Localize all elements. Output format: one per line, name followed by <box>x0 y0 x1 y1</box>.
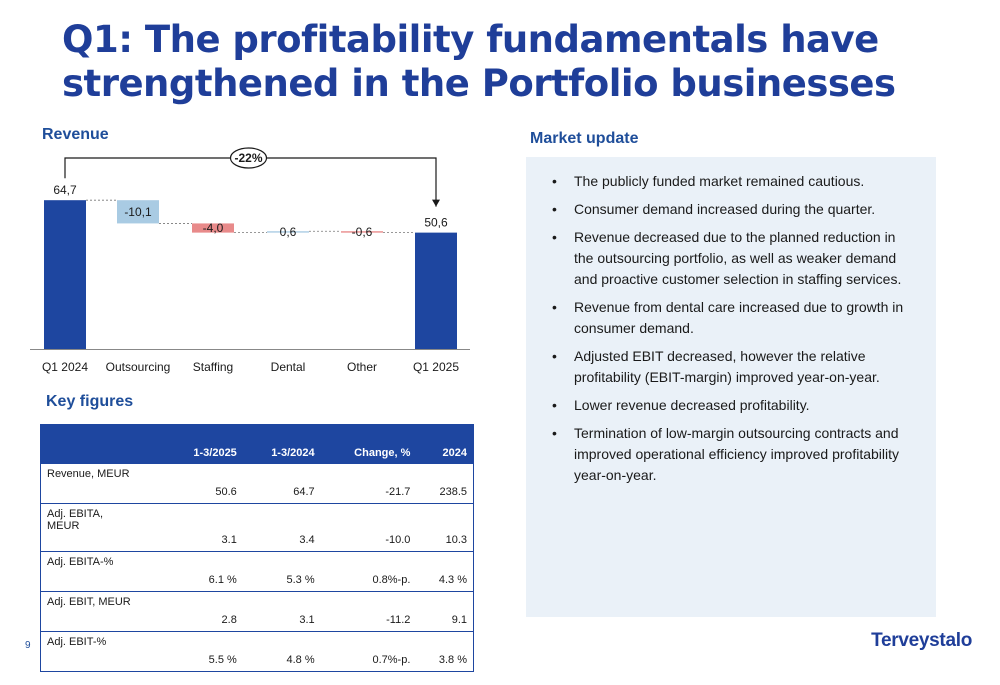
header-cell-change: Change, % <box>320 424 417 464</box>
x-tick-label: Q1 2025 <box>413 360 459 374</box>
row-value: 3.1 <box>242 591 321 632</box>
key-figures-heading: Key figures <box>46 393 134 410</box>
market-update-item: Revenue from dental care increased due t… <box>552 297 918 339</box>
data-label: -10,1 <box>124 205 152 219</box>
market-update-item: Adjusted EBIT decreased, however the rel… <box>552 346 918 388</box>
table-row: Adj. EBITA, MEUR 3.1 3.4 -10.0 10.3 <box>40 503 474 552</box>
market-update-item: Lower revenue decreased profitability. <box>552 395 918 416</box>
data-label: -4,0 <box>203 221 224 235</box>
market-update-item: Revenue decreased due to the planned red… <box>552 227 918 290</box>
page-number: 9 <box>25 640 31 651</box>
row-value: 2.8 <box>165 591 243 632</box>
row-value: -11.2 <box>320 591 417 632</box>
row-label: Adj. EBITA, MEUR <box>40 503 165 552</box>
bar-q1-2024 <box>44 200 86 349</box>
x-tick-label: Q1 2024 <box>42 360 88 374</box>
header-cell-2025: 1-3/2025 <box>165 424 243 464</box>
table-row: Adj. EBIT-% 5.5 % 4.8 % 0.7%-p. 3.8 % <box>40 631 474 672</box>
row-value: 3.1 <box>165 503 243 552</box>
row-value: -10.0 <box>320 503 417 552</box>
market-update-panel: The publicly funded market remained caut… <box>526 157 936 617</box>
data-label: 0,6 <box>280 225 297 239</box>
bar-other <box>341 231 383 233</box>
row-value: 0.7%-p. <box>320 631 417 672</box>
data-label: 50,6 <box>424 216 448 230</box>
row-value: -21.7 <box>320 463 417 504</box>
key-figures-table: 1-3/2025 1-3/2024 Change, % 2024 Revenue… <box>40 424 474 672</box>
market-update-heading: Market update <box>530 130 639 147</box>
row-value: 50.6 <box>165 463 243 504</box>
row-label: Adj. EBIT-% <box>40 631 165 672</box>
market-update-item: The publicly funded market remained caut… <box>552 171 918 192</box>
row-value: 0.8%-p. <box>320 551 417 592</box>
row-value: 5.5 % <box>165 631 243 672</box>
row-value: 5.3 % <box>242 551 321 592</box>
row-value: 10.3 <box>416 503 474 552</box>
row-value: 238.5 <box>416 463 474 504</box>
row-value: 3.4 <box>242 503 321 552</box>
header-cell-label <box>40 424 165 464</box>
row-label: Adj. EBIT, MEUR <box>40 591 165 632</box>
table-row: Revenue, MEUR 50.6 64.7 -21.7 238.5 <box>40 463 474 504</box>
change-annotation: -22% <box>234 151 262 165</box>
table-row: Adj. EBIT, MEUR 2.8 3.1 -11.2 9.1 <box>40 591 474 632</box>
row-value: 9.1 <box>416 591 474 632</box>
change-badge <box>229 147 268 169</box>
x-tick-label: Other <box>347 360 377 374</box>
row-value: 3.8 % <box>416 631 474 672</box>
header-cell-2024: 2024 <box>416 424 474 464</box>
key-figures-header-row: 1-3/2025 1-3/2024 Change, % 2024 <box>40 424 474 464</box>
company-logo: Terveystalo <box>871 630 972 651</box>
data-label: 64,7 <box>53 183 77 197</box>
bar-q1-2025 <box>415 232 457 349</box>
row-value: 4.3 % <box>416 551 474 592</box>
row-label: Adj. EBITA-% <box>40 551 165 592</box>
row-value: 4.8 % <box>242 631 321 672</box>
market-update-item: Consumer demand increased during the qua… <box>552 199 918 220</box>
revenue-heading: Revenue <box>42 126 109 143</box>
x-tick-label: Staffing <box>193 360 233 374</box>
row-value: 6.1 % <box>165 551 243 592</box>
data-label: -0,6 <box>352 225 373 239</box>
x-tick-label: Dental <box>271 360 306 374</box>
bracket-arrowhead <box>432 199 440 207</box>
market-update-list: The publicly funded market remained caut… <box>526 157 936 486</box>
bar-staffing <box>192 223 234 233</box>
x-tick-label: Outsourcing <box>106 360 171 374</box>
header-cell-2024q: 1-3/2024 <box>242 424 321 464</box>
market-update-item: Termination of low-margin outsourcing co… <box>552 423 918 486</box>
row-label: Revenue, MEUR <box>40 463 165 504</box>
table-row: Adj. EBITA-% 6.1 % 5.3 % 0.8%-p. 4.3 % <box>40 551 474 592</box>
bar-outsourcing <box>117 200 159 224</box>
bar-dental <box>267 231 309 233</box>
row-value: 64.7 <box>242 463 321 504</box>
page-title: Q1: The profitability fundamentals have … <box>62 18 896 105</box>
revenue-waterfall-chart: 64,7 Q1 2024 -10,1 Outsourcing -4,0 Staffing 0… <box>30 147 470 374</box>
